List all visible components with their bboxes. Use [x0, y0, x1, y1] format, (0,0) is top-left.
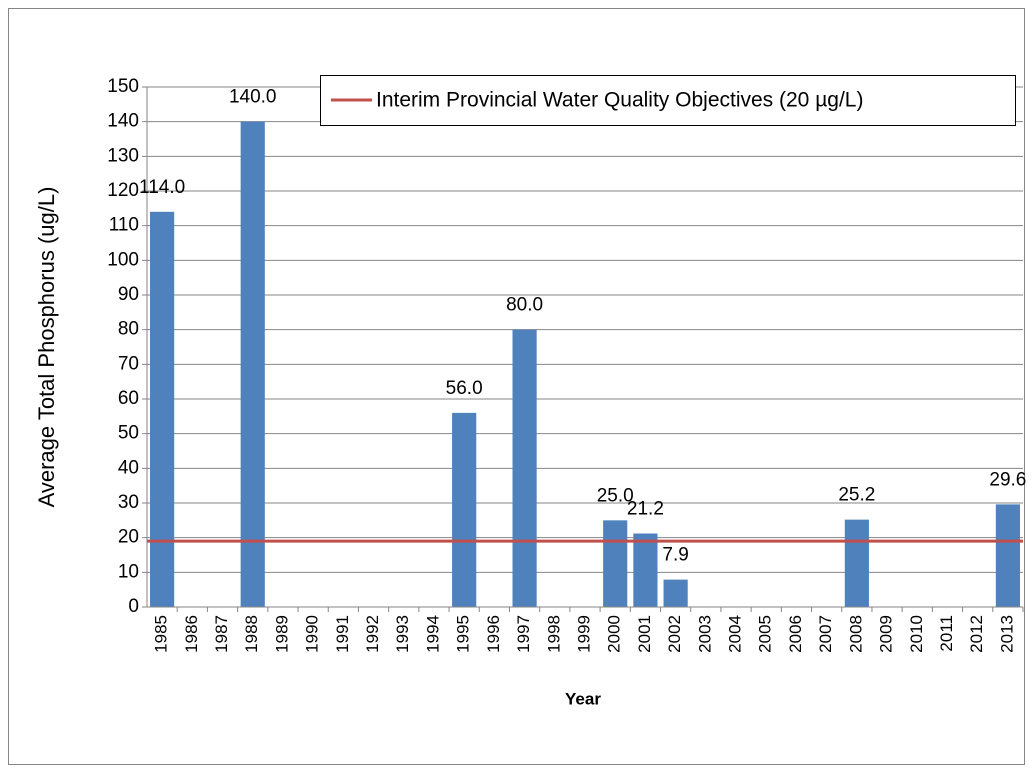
x-tick-label: 1994	[423, 615, 442, 653]
bar	[512, 329, 537, 607]
x-tick-label: 2007	[816, 615, 835, 653]
x-tick-label: 1991	[333, 615, 352, 653]
x-tick-label: 2005	[756, 615, 775, 653]
bar	[240, 121, 265, 608]
x-tick-label: 2004	[726, 615, 745, 653]
value-label: 21.2	[627, 499, 664, 520]
x-tick-label: 2011	[937, 615, 956, 652]
x-tick-label: 1996	[484, 615, 503, 653]
x-tick-label: 1986	[182, 615, 201, 653]
x-tick-label: 1987	[212, 615, 231, 653]
x-tick-label: 2000	[605, 615, 624, 653]
y-tick-label: 60	[118, 388, 139, 409]
y-axis-title: Average Total Phosphorus (ug/L)	[34, 187, 59, 508]
x-tick-label: 1993	[393, 615, 412, 653]
x-tick-label: 1997	[514, 615, 533, 653]
y-tick-label: 110	[109, 215, 139, 236]
y-tick-label: 90	[118, 284, 139, 305]
x-tick-label: 2008	[846, 615, 865, 653]
value-label: 114.0	[139, 177, 185, 198]
y-tick-label: 30	[118, 492, 139, 513]
x-axis-title: Year	[565, 689, 601, 708]
y-tick-label: 40	[118, 457, 139, 478]
x-tick-label: 2006	[786, 615, 805, 653]
x-tick-label: 2003	[695, 615, 714, 653]
x-tick-label: 1998	[544, 615, 563, 653]
y-tick-label: 130	[107, 145, 139, 166]
bar	[663, 579, 688, 607]
y-tick-label: 150	[107, 76, 139, 97]
y-tick-label: 140	[107, 111, 139, 132]
bar	[452, 412, 477, 607]
y-tick-label: 50	[118, 423, 139, 444]
value-label: 56.0	[446, 378, 483, 399]
x-tick-label: 1990	[303, 615, 322, 653]
bar	[995, 504, 1020, 607]
y-tick-label: 80	[118, 319, 139, 340]
x-tick-label: 1985	[152, 615, 171, 653]
y-tick-label: 100	[107, 249, 139, 270]
value-label: 140.0	[229, 87, 277, 108]
value-label: 7.9	[662, 545, 688, 566]
bar	[603, 520, 628, 607]
x-tick-label: 2009	[877, 615, 896, 653]
value-label: 25.0	[597, 485, 634, 506]
value-label: 80.0	[506, 295, 543, 316]
legend-box	[320, 75, 1016, 126]
bar	[844, 519, 869, 607]
x-tick-label: 2001	[635, 615, 654, 653]
x-tick-label: 1988	[242, 615, 261, 653]
y-tick-label: 20	[118, 527, 139, 548]
x-tick-label: 2002	[665, 615, 684, 653]
bar	[633, 533, 658, 607]
y-tick-label: 120	[107, 180, 139, 201]
x-tick-label: 1999	[574, 615, 593, 653]
x-tick-label: 1989	[272, 615, 291, 653]
y-tick-label: 70	[118, 353, 139, 374]
x-tick-label: 1992	[363, 615, 382, 653]
bar	[150, 211, 175, 608]
value-label: 25.2	[838, 485, 875, 506]
x-tick-label: 2012	[967, 615, 986, 653]
y-tick-label: 0	[128, 596, 139, 617]
x-tick-label: 1995	[454, 615, 473, 653]
x-tick-label: 2010	[907, 615, 926, 653]
x-tick-label: 2013	[997, 615, 1016, 653]
legend-label: Interim Provincial Water Quality Objecti…	[376, 89, 863, 112]
y-tick-label: 10	[118, 561, 139, 582]
value-label: 29.6	[989, 469, 1026, 490]
